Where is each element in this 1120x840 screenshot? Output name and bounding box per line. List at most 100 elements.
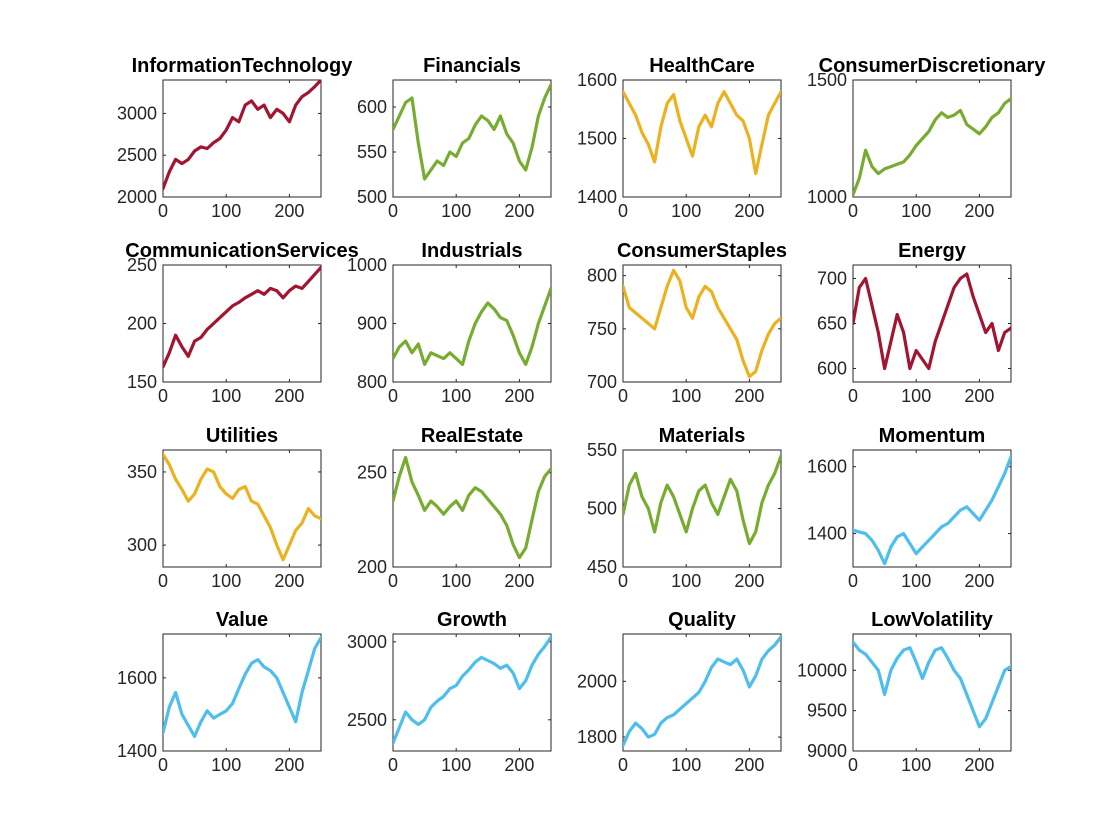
panel-title: InformationTechnology xyxy=(132,55,354,77)
y-tick-label: 2500 xyxy=(117,145,157,165)
series-line-momentum xyxy=(853,455,1011,566)
x-tick-label: 200 xyxy=(504,201,534,221)
series-line-materials xyxy=(623,454,781,546)
x-tick-label: 0 xyxy=(848,571,858,591)
x-tick-label: 200 xyxy=(964,571,994,591)
x-tick-label: 200 xyxy=(734,755,764,775)
axes-box xyxy=(392,449,552,568)
x-tick-label: 0 xyxy=(848,201,858,221)
y-tick-label: 200 xyxy=(127,314,157,334)
x-tick-label: 100 xyxy=(901,386,931,406)
panel-title: Value xyxy=(216,609,268,631)
y-tick-label: 1400 xyxy=(807,524,847,544)
panel-title: LowVolatility xyxy=(871,609,994,631)
axes-box xyxy=(162,264,322,383)
panel-consumerstaples: ConsumerStaples 0 100 200 700 750 800 xyxy=(587,240,787,406)
x-tick-label: 0 xyxy=(388,201,398,221)
x-tick-label: 100 xyxy=(671,386,701,406)
x-tick-label: 200 xyxy=(964,755,994,775)
y-tick-label: 550 xyxy=(587,440,617,460)
x-tick-label: 100 xyxy=(671,201,701,221)
x-tick-label: 100 xyxy=(211,755,241,775)
x-tick-label: 100 xyxy=(901,201,931,221)
series-line-consumerstaples xyxy=(623,268,781,379)
panel-materials: Materials 0 100 200 450 500 550 xyxy=(587,425,782,591)
panel-quality: Quality 0 100 200 1800 2000 xyxy=(577,609,782,775)
x-tick-label: 200 xyxy=(504,386,534,406)
panel-utilities: Utilities 0 100 200 300 350 xyxy=(127,425,322,591)
series-line-realestate xyxy=(393,455,551,560)
y-tick-label: 700 xyxy=(587,372,617,392)
axes-box xyxy=(162,633,322,752)
x-tick-label: 200 xyxy=(274,201,304,221)
panel-title: CommunicationServices xyxy=(125,240,358,262)
x-tick-label: 200 xyxy=(504,571,534,591)
x-tick-label: 100 xyxy=(671,571,701,591)
y-tick-label: 10000 xyxy=(797,660,847,680)
x-tick-label: 200 xyxy=(734,201,764,221)
y-tick-label: 500 xyxy=(587,499,617,519)
panel-energy: Energy 0 100 200 600 650 700 xyxy=(817,240,1012,406)
x-tick-label: 100 xyxy=(441,755,471,775)
x-tick-label: 100 xyxy=(441,571,471,591)
panel-title: RealEstate xyxy=(421,425,523,447)
x-tick-label: 100 xyxy=(211,201,241,221)
x-tick-label: 0 xyxy=(158,386,168,406)
x-tick-label: 100 xyxy=(211,571,241,591)
y-tick-label: 800 xyxy=(587,266,617,286)
axes-box xyxy=(852,633,1012,752)
y-tick-label: 1400 xyxy=(117,741,157,761)
series-line-quality xyxy=(623,635,781,748)
y-tick-label: 750 xyxy=(587,319,617,339)
x-tick-label: 0 xyxy=(388,755,398,775)
y-tick-label: 9000 xyxy=(807,741,847,761)
panel-title: ConsumerStaples xyxy=(617,240,787,262)
y-tick-label: 3000 xyxy=(347,632,387,652)
x-tick-label: 0 xyxy=(158,755,168,775)
y-tick-label: 1600 xyxy=(807,457,847,477)
series-line-energy xyxy=(853,272,1011,371)
panel-consumerdiscretionary: ConsumerDiscretionary 0 100 200 1000 1500 xyxy=(807,55,1046,221)
axes-box xyxy=(852,449,1012,568)
axes-box xyxy=(392,633,552,752)
y-tick-label: 200 xyxy=(357,557,387,577)
y-tick-label: 800 xyxy=(357,372,387,392)
y-tick-label: 350 xyxy=(127,462,157,482)
series-line-financials xyxy=(393,82,551,181)
panel-title: Energy xyxy=(898,240,967,262)
y-tick-label: 550 xyxy=(357,142,387,162)
x-tick-label: 0 xyxy=(158,201,168,221)
x-tick-label: 100 xyxy=(441,386,471,406)
y-tick-label: 700 xyxy=(817,269,847,289)
y-tick-label: 3000 xyxy=(117,103,157,123)
axes-box xyxy=(622,79,782,198)
y-tick-label: 600 xyxy=(817,359,847,379)
x-tick-label: 0 xyxy=(388,571,398,591)
panel-realestate: RealEstate 0 100 200 200 250 xyxy=(357,425,552,591)
y-tick-label: 250 xyxy=(357,463,387,483)
series-line-utilities xyxy=(163,452,321,562)
y-tick-label: 2000 xyxy=(577,671,617,691)
x-tick-label: 0 xyxy=(158,571,168,591)
y-tick-label: 1600 xyxy=(577,70,617,90)
y-tick-label: 1400 xyxy=(577,187,617,207)
panel-industrials: Industrials 0 100 200 800 900 1000 xyxy=(347,240,552,406)
y-tick-label: 500 xyxy=(357,187,387,207)
axes-box xyxy=(392,79,552,198)
panel-title: Materials xyxy=(659,425,746,447)
panel-lowvolatility: LowVolatility 0 100 200 9000 9500 10000 xyxy=(797,609,1012,775)
x-tick-label: 200 xyxy=(964,386,994,406)
y-tick-label: 650 xyxy=(817,314,847,334)
x-tick-label: 0 xyxy=(388,386,398,406)
panel-title: Quality xyxy=(668,609,737,631)
series-line-consumerdiscretionary xyxy=(853,97,1011,197)
x-tick-label: 100 xyxy=(901,755,931,775)
panel-title: Utilities xyxy=(206,425,278,447)
y-tick-label: 450 xyxy=(587,557,617,577)
y-tick-label: 150 xyxy=(127,372,157,392)
x-tick-label: 0 xyxy=(618,755,628,775)
series-line-lowvolatility xyxy=(853,640,1011,729)
x-tick-label: 200 xyxy=(734,386,764,406)
y-tick-label: 600 xyxy=(357,97,387,117)
